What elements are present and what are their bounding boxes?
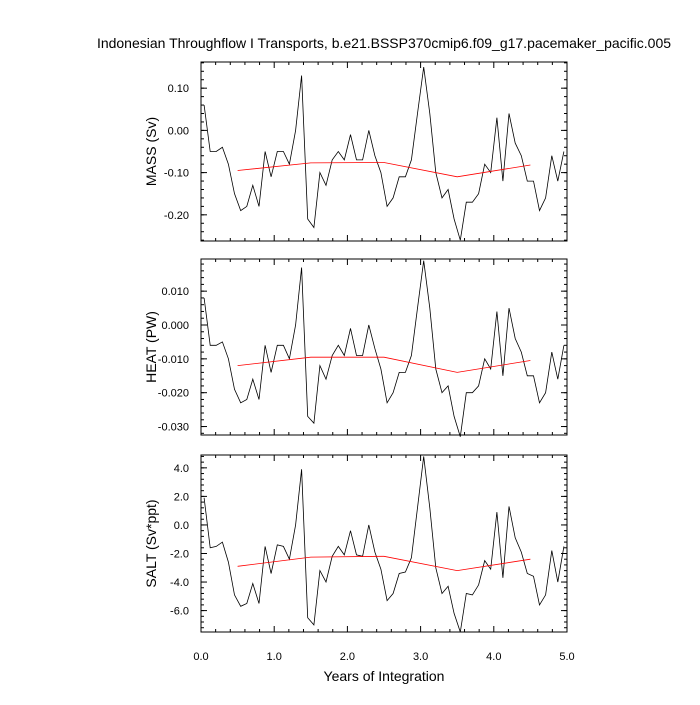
salt-y-tick-label: 0.0 (174, 520, 189, 532)
x-tick-label: 0.0 (193, 651, 208, 663)
mass-y-tick-label: -0.20 (164, 210, 189, 222)
mass-annual-mean-series (237, 162, 531, 178)
mass-monthly-series (203, 67, 565, 241)
x-axis-label: Years of Integration (324, 668, 445, 684)
x-tick-label: 1.0 (267, 651, 282, 663)
x-tick-label: 3.0 (413, 651, 428, 663)
heat-plot-frame (200, 258, 568, 436)
salt-panel: -6.0 -4.0 -2.0 0.0 2.0 4.0 SALT (Sv*ppt) (143, 454, 568, 633)
heat-annual-mean-series (237, 356, 531, 373)
x-tick-label: 4.0 (486, 651, 501, 663)
salt-annual-mean-series (237, 555, 531, 572)
heat-y-tick-label: 0.000 (161, 320, 189, 332)
heat-y-tick-label: -0.020 (158, 388, 189, 400)
mass-panel: -0.20 -0.10 0.00 0.10 MASS (Sv) (143, 61, 568, 242)
x-tick-label: 2.0 (340, 651, 355, 663)
heat-y-axis-label: HEAT (PW) (143, 311, 159, 383)
salt-y-tick-label: 4.0 (174, 463, 189, 475)
salt-y-tick-label: -2.0 (170, 548, 189, 560)
heat-monthly-series (203, 260, 565, 437)
mass-y-tick-label: 0.00 (168, 125, 189, 137)
mass-y-axis-label: MASS (Sv) (143, 117, 159, 186)
mass-y-tick-label: 0.10 (168, 83, 189, 95)
salt-y-tick-label: 2.0 (174, 491, 189, 503)
x-tick-label: 5.0 (559, 651, 574, 663)
salt-y-axis-label: SALT (Sv*ppt) (143, 499, 159, 587)
salt-monthly-series (203, 456, 565, 633)
salt-y-tick-label: -4.0 (170, 577, 189, 589)
heat-y-tick-label: -0.030 (158, 422, 189, 434)
salt-y-tick-label: -6.0 (170, 606, 189, 618)
heat-panel: -0.030 -0.020 -0.010 0.000 0.010 HEAT (PW) (143, 258, 568, 437)
mass-y-tick-label: -0.10 (164, 168, 189, 180)
salt-plot-frame (200, 454, 568, 633)
heat-y-tick-label: -0.010 (158, 354, 189, 366)
chart-title: Indonesian Throughflow I Transports, b.e… (97, 35, 671, 51)
mass-plot-frame (200, 61, 568, 242)
heat-y-tick-label: 0.010 (161, 286, 189, 298)
